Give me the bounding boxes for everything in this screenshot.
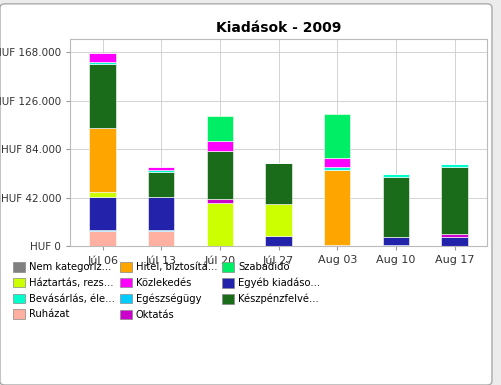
Bar — [324, 170, 350, 245]
Bar — [265, 204, 291, 236]
Bar — [148, 197, 174, 229]
Bar — [89, 191, 116, 197]
Bar — [89, 229, 116, 231]
Bar — [148, 170, 174, 172]
Bar — [148, 229, 174, 231]
Bar — [89, 62, 116, 64]
Bar — [206, 199, 232, 203]
Bar — [324, 114, 350, 158]
Legend: Nem kategoriz..., Háztartás, rezs..., Bevásárlás, éle..., Ruházat, Hitel, biztos: Nem kategoriz..., Háztartás, rezs..., Be… — [10, 259, 323, 323]
Bar — [382, 236, 408, 245]
Bar — [206, 141, 232, 151]
Bar — [89, 64, 116, 128]
Bar — [148, 231, 174, 246]
Bar — [148, 167, 174, 170]
Bar — [382, 174, 408, 176]
Bar — [440, 237, 467, 246]
Bar — [89, 197, 116, 229]
Bar — [206, 151, 232, 199]
Bar — [382, 245, 408, 246]
Title: Kiadások - 2009: Kiadások - 2009 — [215, 20, 341, 35]
Bar — [440, 164, 467, 167]
Bar — [265, 236, 291, 246]
Bar — [206, 116, 232, 141]
Bar — [382, 176, 408, 236]
Bar — [324, 167, 350, 169]
Bar — [440, 234, 467, 237]
Bar — [265, 163, 291, 204]
Bar — [324, 245, 350, 246]
Bar — [148, 172, 174, 197]
Bar — [89, 53, 116, 62]
Bar — [440, 167, 467, 234]
Bar — [324, 158, 350, 167]
Bar — [89, 128, 116, 192]
Bar — [206, 203, 232, 246]
Bar — [89, 231, 116, 246]
